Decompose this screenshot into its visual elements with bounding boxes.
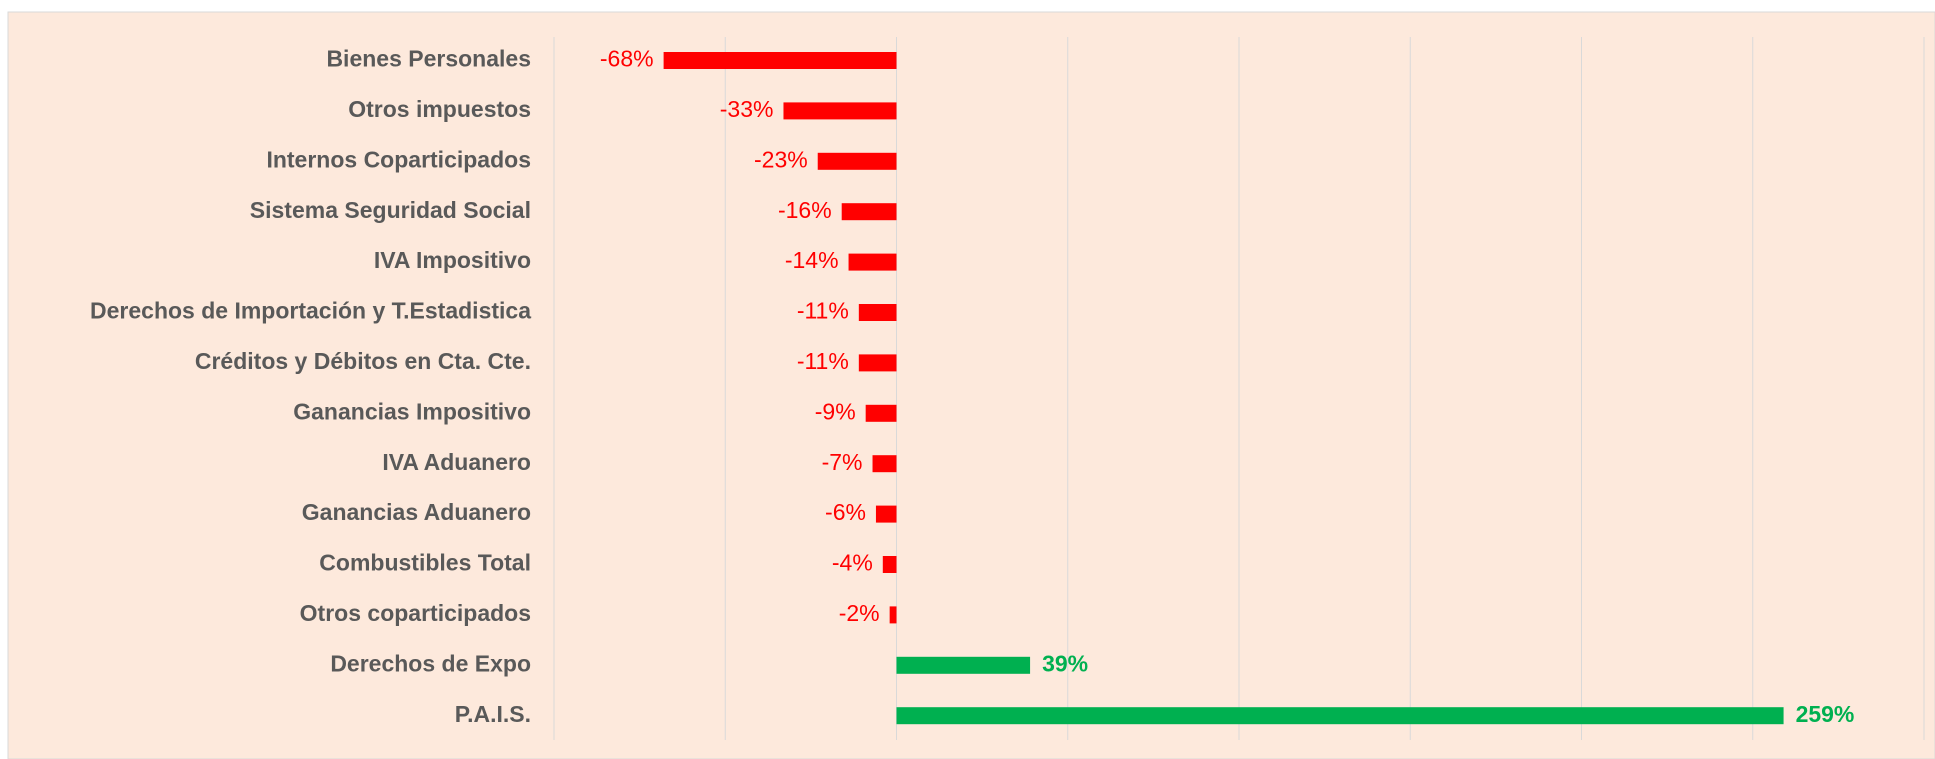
bar: [848, 253, 897, 271]
data-label: -23%: [754, 146, 808, 172]
bar: [817, 152, 897, 170]
data-label: 39%: [1042, 650, 1088, 676]
bar: [889, 606, 897, 624]
data-label: -9%: [815, 398, 856, 424]
category-label: Ganancias Aduanero: [302, 499, 531, 525]
data-label: -14%: [785, 247, 839, 273]
category-label: Bienes Personales: [326, 46, 531, 72]
data-label: -4%: [832, 550, 873, 576]
bar: [882, 556, 897, 573]
bar: [875, 505, 897, 523]
data-label: -7%: [822, 449, 863, 475]
bar: [865, 404, 897, 422]
bar: [783, 102, 897, 120]
bar: [872, 455, 897, 473]
data-label: -11%: [797, 348, 849, 374]
category-label: Derechos de Importación y T.Estadistica: [90, 298, 531, 324]
category-label: Sistema Seguridad Social: [250, 197, 531, 223]
category-label: Internos Coparticipados: [266, 146, 531, 172]
data-label: -6%: [825, 499, 866, 525]
data-label: -11%: [797, 298, 849, 324]
data-label: -2%: [839, 600, 880, 626]
category-label: Derechos de Expo: [330, 650, 531, 676]
category-label: Combustibles Total: [319, 550, 531, 576]
category-label: IVA Impositivo: [374, 247, 531, 273]
bar: [663, 52, 897, 69]
chart-background: [7, 11, 1935, 759]
bar: [858, 354, 897, 372]
category-label: IVA Aduanero: [382, 449, 531, 475]
data-label: -16%: [778, 197, 832, 223]
bar: [841, 203, 897, 221]
category-label: Ganancias Impositivo: [293, 398, 531, 424]
category-label: Otros impuestos: [348, 96, 531, 122]
bar: [896, 707, 1784, 725]
bar: [896, 656, 1031, 674]
data-label: 259%: [1796, 701, 1855, 727]
category-label: Créditos y Débitos en Cta. Cte.: [195, 348, 531, 374]
bar: [858, 304, 897, 321]
data-label: -68%: [600, 46, 654, 72]
category-label: P.A.I.S.: [455, 701, 531, 727]
data-label: -33%: [720, 96, 774, 122]
category-label: Otros coparticipados: [300, 600, 531, 626]
